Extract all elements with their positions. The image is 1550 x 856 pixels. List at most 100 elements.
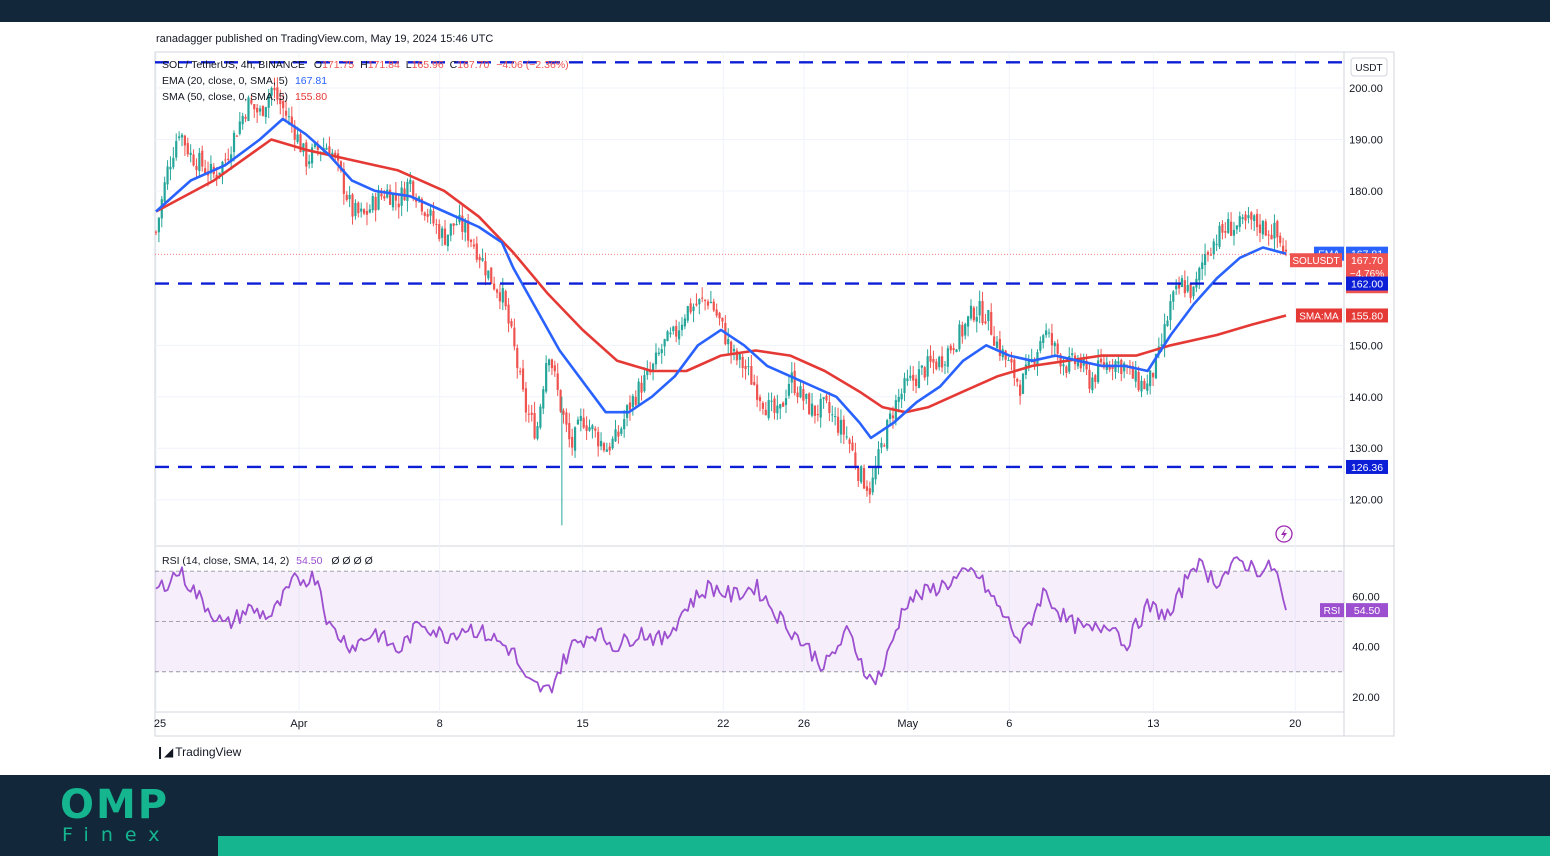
candle-body [588, 427, 591, 431]
candle-body [860, 466, 863, 483]
candle-body [1258, 224, 1262, 233]
candle-body [782, 402, 785, 407]
candle-body [597, 431, 600, 447]
candle-body [712, 301, 715, 311]
candle-body [819, 398, 822, 418]
candle-body [180, 134, 184, 138]
candle-body [169, 166, 172, 170]
candle-body [1024, 364, 1027, 375]
candle-body [467, 220, 470, 241]
candle-body [1183, 280, 1186, 294]
candle-body [183, 135, 187, 146]
candle-body [316, 145, 319, 150]
candle-body [839, 419, 843, 435]
candle-body [1160, 344, 1163, 347]
time-tick-label: 8 [437, 718, 443, 730]
candle-body [388, 189, 392, 205]
candle-body [371, 195, 374, 211]
candle-body [701, 297, 704, 299]
candle-body [695, 303, 698, 306]
candle-body [1085, 360, 1088, 370]
candle-body [1253, 215, 1256, 221]
candle-body [576, 419, 580, 425]
candle-body [1134, 370, 1137, 382]
candle-body [1221, 224, 1224, 233]
candle-body [851, 442, 854, 451]
candle-body [966, 316, 970, 327]
candle-body [744, 365, 747, 370]
candle-body [218, 172, 221, 175]
sma-tag-name: SMA:MA [1299, 311, 1339, 322]
candle-body [267, 95, 270, 108]
candle-body [189, 152, 192, 155]
candle-body [637, 381, 640, 405]
candle-body [900, 393, 903, 400]
candle-body [793, 370, 796, 394]
sma-tag-value: 155.80 [1351, 310, 1383, 322]
candle-body [946, 348, 949, 367]
candle-body [1033, 361, 1036, 365]
accent-bar [218, 836, 1550, 856]
tradingview-label: TradingView [175, 745, 242, 759]
candle-body [704, 300, 707, 302]
candle-body [909, 375, 912, 379]
candle-body [929, 355, 932, 362]
candle-body [767, 400, 770, 419]
candle-body [391, 194, 395, 208]
candle-body [429, 209, 432, 216]
candle-body [654, 352, 658, 365]
candle-body [365, 210, 369, 215]
candle-body [360, 208, 363, 212]
candle-body [478, 256, 481, 261]
candle-body [374, 196, 377, 211]
candle-body [1013, 359, 1016, 378]
ema-legend: EMA (20, close, 0, SMA, 5) 167.81 [162, 75, 327, 87]
candle-body [906, 378, 909, 382]
candle-body [547, 359, 551, 366]
candle-body [938, 356, 941, 368]
candle-body [758, 397, 762, 402]
price-tick-label: 130.00 [1349, 443, 1383, 455]
sma-50-line [155, 138, 1287, 414]
price-axis: 200.00 190.00 180.00 150.00 140.00 130.00 120.… [1349, 83, 1383, 507]
candle-body [1149, 370, 1152, 387]
candle-body [481, 258, 484, 261]
candle-body [438, 224, 441, 239]
candle-body [406, 181, 409, 201]
candle-body [868, 488, 871, 495]
candle-body [493, 283, 496, 290]
candle-body [1270, 234, 1273, 240]
ema-20-line [155, 117, 1287, 440]
candle-body [1172, 291, 1175, 302]
candle-body [935, 361, 938, 370]
candle-body [1229, 221, 1233, 236]
currency-button[interactable] [1350, 57, 1388, 77]
candle-body [964, 323, 967, 336]
candle-body [313, 143, 317, 148]
candle-body [1244, 214, 1247, 221]
candle-body [527, 413, 530, 415]
price-tag-change: −4.76% [1350, 269, 1384, 280]
time-tick-label: 20 [1289, 718, 1301, 730]
candle-body [816, 413, 819, 416]
candle-body [230, 154, 233, 163]
rsi-tag-value: 54.50 [1354, 605, 1380, 617]
candle-body [1140, 380, 1143, 392]
chart-frame [154, 51, 1395, 737]
sma-tag-value-bg [1346, 308, 1388, 323]
candle-body [1250, 212, 1253, 220]
candle-body [276, 87, 279, 100]
lightning-icon[interactable] [1275, 525, 1293, 543]
candle-body [848, 439, 851, 444]
candle-body [565, 412, 568, 425]
time-tick-label: 25 [154, 718, 166, 730]
candle-body [608, 446, 611, 451]
rsi-tick-label: 20.00 [1352, 692, 1380, 704]
candle-body [897, 396, 900, 403]
candle-body [912, 374, 915, 381]
candle-body [808, 393, 811, 415]
candle-body [536, 426, 539, 439]
candle-body [709, 301, 712, 304]
candle-body [545, 363, 548, 392]
candle-body [383, 196, 386, 199]
